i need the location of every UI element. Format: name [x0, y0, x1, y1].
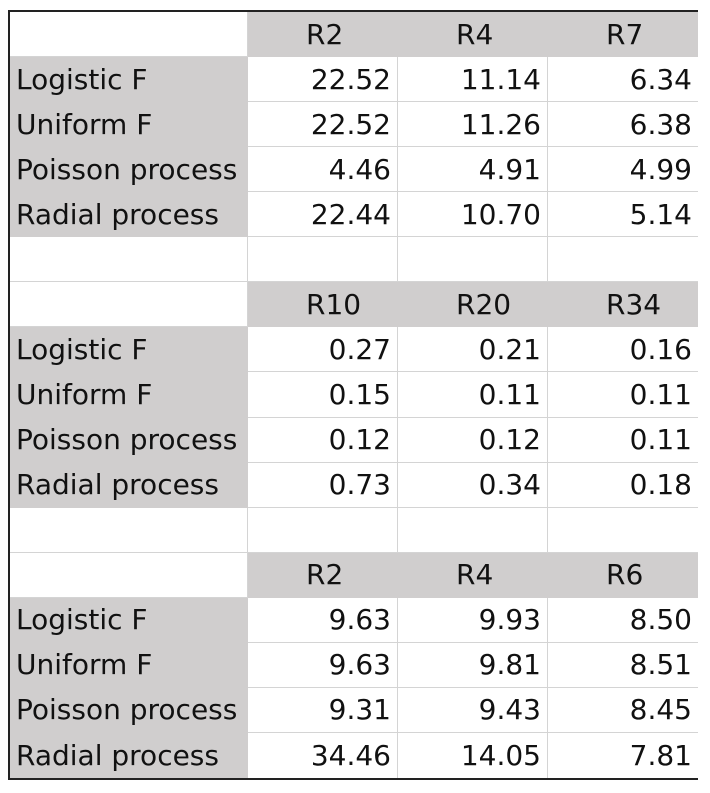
row-label-cell[interactable]: Logistic F	[10, 597, 248, 643]
value-cell[interactable]: 0.34	[398, 462, 548, 508]
value-cell[interactable]: 8.51	[548, 642, 698, 688]
value-cell[interactable]: 11.14	[398, 57, 548, 103]
value-cell[interactable]: 0.21	[398, 327, 548, 373]
value-cell[interactable]: 10.70	[398, 192, 548, 238]
value-cell[interactable]: 22.44	[248, 192, 398, 238]
corner-cell[interactable]	[10, 282, 248, 328]
row-label-cell[interactable]: Logistic F	[10, 57, 248, 103]
row-label-cell[interactable]: Poisson process	[10, 147, 248, 193]
value-cell[interactable]: 4.91	[398, 147, 548, 193]
value-cell[interactable]: 9.81	[398, 642, 548, 688]
empty-cell[interactable]	[10, 237, 248, 283]
value-cell[interactable]: 9.31	[248, 687, 398, 733]
value-cell[interactable]: 0.12	[248, 417, 398, 463]
row-label-cell[interactable]: Radial process	[10, 192, 248, 238]
value-cell[interactable]: 14.05	[398, 732, 548, 778]
column-header-cell[interactable]: R6	[548, 552, 698, 598]
column-header-cell[interactable]: R7	[548, 12, 698, 58]
empty-cell[interactable]	[10, 507, 248, 553]
row-label-cell[interactable]: Uniform F	[10, 372, 248, 418]
row-label-cell[interactable]: Logistic F	[10, 327, 248, 373]
value-cell[interactable]: 9.63	[248, 597, 398, 643]
column-header-cell[interactable]: R10	[248, 282, 398, 328]
column-header-cell[interactable]: R20	[398, 282, 548, 328]
value-cell[interactable]: 0.11	[398, 372, 548, 418]
corner-cell[interactable]	[10, 552, 248, 598]
row-label-cell[interactable]: Radial process	[10, 462, 248, 508]
value-cell[interactable]: 4.46	[248, 147, 398, 193]
value-cell[interactable]: 22.52	[248, 102, 398, 148]
value-cell[interactable]: 8.45	[548, 687, 698, 733]
value-cell[interactable]: 9.43	[398, 687, 548, 733]
value-cell[interactable]: 0.73	[248, 462, 398, 508]
value-cell[interactable]: 4.99	[548, 147, 698, 193]
value-cell[interactable]: 0.11	[548, 417, 698, 463]
value-cell[interactable]: 9.93	[398, 597, 548, 643]
row-label-cell[interactable]: Uniform F	[10, 642, 248, 688]
value-cell[interactable]: 0.18	[548, 462, 698, 508]
column-header-cell[interactable]: R34	[548, 282, 698, 328]
column-header-cell[interactable]: R4	[398, 12, 548, 58]
empty-cell[interactable]	[398, 237, 548, 283]
row-label-cell[interactable]: Uniform F	[10, 102, 248, 148]
column-header-cell[interactable]: R4	[398, 552, 548, 598]
value-cell[interactable]: 11.26	[398, 102, 548, 148]
value-cell[interactable]: 0.15	[248, 372, 398, 418]
value-cell[interactable]: 6.34	[548, 57, 698, 103]
value-cell[interactable]: 34.46	[248, 732, 398, 778]
value-cell[interactable]: 0.11	[548, 372, 698, 418]
value-cell[interactable]: 8.50	[548, 597, 698, 643]
value-cell[interactable]: 0.27	[248, 327, 398, 373]
empty-cell[interactable]	[398, 507, 548, 553]
empty-cell[interactable]	[548, 507, 698, 553]
value-cell[interactable]: 7.81	[548, 732, 698, 778]
corner-cell[interactable]	[10, 12, 248, 58]
value-cell[interactable]: 0.12	[398, 417, 548, 463]
empty-cell[interactable]	[548, 237, 698, 283]
row-label-cell[interactable]: Poisson process	[10, 417, 248, 463]
value-cell[interactable]: 9.63	[248, 642, 398, 688]
column-header-cell[interactable]: R2	[248, 552, 398, 598]
value-cell[interactable]: 6.38	[548, 102, 698, 148]
empty-cell[interactable]	[248, 507, 398, 553]
value-cell[interactable]: 22.52	[248, 57, 398, 103]
row-label-cell[interactable]: Radial process	[10, 732, 248, 778]
empty-cell[interactable]	[248, 237, 398, 283]
value-cell[interactable]: 0.16	[548, 327, 698, 373]
column-header-cell[interactable]: R2	[248, 12, 398, 58]
row-label-cell[interactable]: Poisson process	[10, 687, 248, 733]
value-cell[interactable]: 5.14	[548, 192, 698, 238]
